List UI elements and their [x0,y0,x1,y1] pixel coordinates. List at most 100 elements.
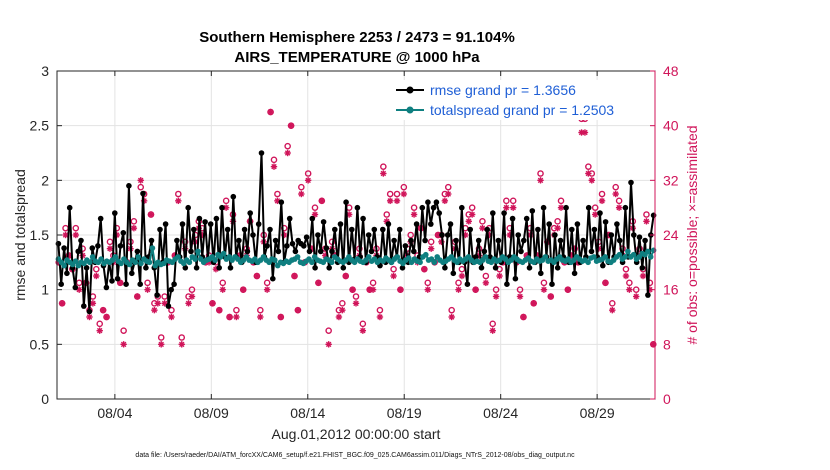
series-point-rmse [306,248,313,255]
obs-assimilated-marker [376,313,384,321]
y-tick-label-left: 0 [41,391,49,407]
series-point-rmse [301,243,307,249]
series-point-rmse [521,237,527,244]
series-point-rmse [129,270,135,277]
series-layer [55,150,657,315]
obs-assimilated-stroke [455,286,462,293]
obs-assimilated-marker [581,129,589,136]
obs-assimilated-marker [284,149,291,157]
obs-assimilated-stroke [520,314,527,320]
series-point-rmse [332,226,338,233]
obs-assimilated-stroke [76,286,82,293]
obs-assimilated-stroke [226,314,233,320]
y-tick-label-left: 3 [41,63,49,79]
series-point-rmse [447,221,454,227]
series-point-totalspread [126,261,133,268]
series-point-rmse [538,270,544,277]
obs-possible-marker [298,183,305,191]
series-point-totalspread [98,256,104,262]
obs-assimilated-stroke [589,177,595,184]
obs-assimilated-marker [86,313,93,321]
obs-possible-marker [407,231,414,239]
series-point-rmse [185,204,191,211]
series-point-rmse [380,226,386,233]
series-point-rmse [535,226,541,233]
series-point-rmse [312,265,318,271]
series-point-totalspread [272,257,278,263]
series-point-rmse [329,248,335,255]
y-tick-label-left: 2 [41,172,49,188]
obs-assimilated-stroke [216,307,223,313]
obs-assimilated-marker [168,313,175,321]
obs-assimilated-stroke [168,314,175,320]
obs-possible-marker [72,224,80,232]
series-point-rmse [114,275,121,282]
y-tick-label-right: 0 [663,391,671,407]
x-tick-label: 08/14 [290,405,325,421]
series-point-rmse [396,226,403,233]
obs-possible-marker [352,293,360,300]
series-point-totalspread [192,256,198,262]
obs-assimilated-stroke [353,300,359,307]
obs-assimilated-stroke [305,177,311,184]
obs-assimilated-stroke [592,211,598,218]
obs-assimilated-marker [369,286,377,293]
obs-assimilated-marker [540,286,548,293]
obs-assimilated-stroke [609,307,616,313]
obs-possible-marker [509,197,517,205]
obs-assimilated-marker [99,306,107,314]
obs-possible-marker [540,279,548,287]
series-totalspread [55,245,657,269]
obs-possible-marker [503,197,510,205]
series-point-totalspread [146,259,153,266]
obs-assimilated-stroke [466,218,472,225]
obs-possible-marker [424,279,432,287]
obs-assimilated-stroke [62,232,69,238]
series-point-rmse [628,179,634,186]
obs-possible-marker [175,190,182,198]
series-point-rmse [453,237,459,244]
obs-assimilated-marker [233,313,240,321]
obs-assimilated-marker [209,300,216,307]
series-point-rmse [428,221,434,227]
obs-assimilated-stroke [496,273,503,279]
series-point-rmse [317,248,324,255]
obs-assimilated-marker [588,177,595,184]
obs-possible-marker [369,279,377,287]
obs-assimilated-stroke [291,273,298,279]
series-point-totalspread [138,260,144,267]
obs-assimilated-marker [267,108,274,116]
obs-possible-marker [448,306,455,314]
obs-assimilated-stroke [472,286,479,293]
series-point-rmse [512,275,519,282]
obs-assimilated-stroke [394,198,400,204]
obs-assimilated-marker [325,341,332,348]
obs-assimilated-marker [386,197,394,205]
obs-assimilated-marker [612,190,619,198]
series-point-totalspread [647,254,654,260]
series-point-rmse [608,232,615,238]
obs-assimilated-stroke [117,280,123,286]
obs-possible-marker [632,286,640,293]
series-point-totalspread [86,259,93,266]
obs-assimilated-marker [445,190,452,198]
obs-assimilated-stroke [401,191,407,197]
series-point-totalspread [329,259,335,266]
obs-assimilated-stroke [148,211,154,218]
obs-assimilated-stroke [448,314,455,320]
obs-assimilated-stroke [421,266,428,272]
series-point-rmse [275,248,282,255]
obs-assimilated-stroke [278,314,284,320]
obs-assimilated-stroke [411,211,417,218]
obs-possible-marker [96,320,104,328]
obs-assimilated-marker [185,300,192,307]
series-point-rmse [340,265,347,271]
obs-assimilated-marker [397,286,404,293]
series-point-rmse [343,199,349,205]
obs-assimilated-stroke [370,286,376,293]
obs-possible-marker [311,204,319,211]
series-point-rmse [72,284,79,291]
obs-assimilated-stroke [428,245,434,252]
series-point-rmse [162,221,169,227]
obs-assimilated-marker [294,306,302,314]
